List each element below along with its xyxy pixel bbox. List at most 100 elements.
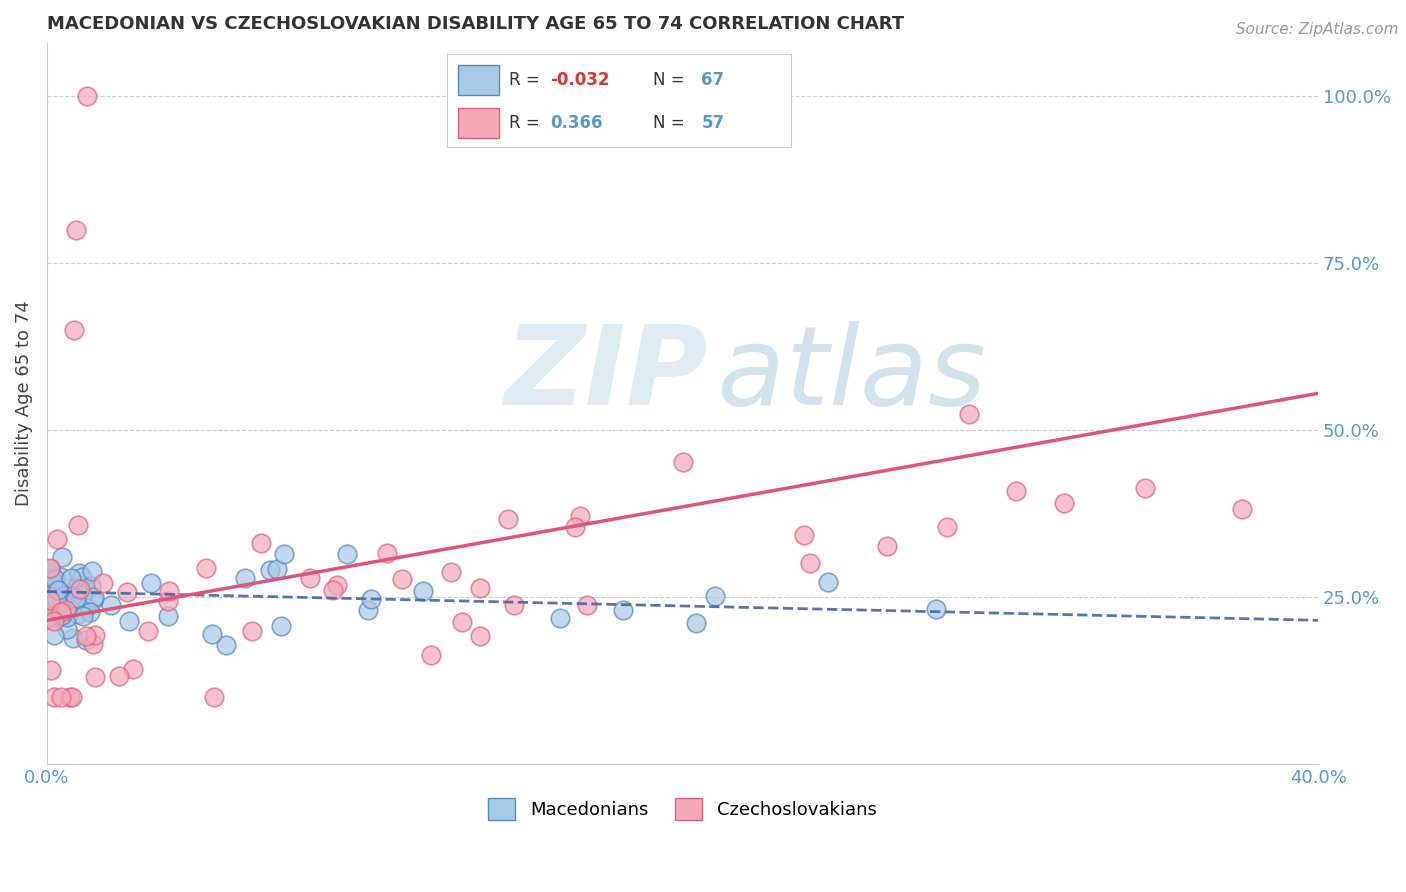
Point	[56, 610, 79, 624]
Point	[39, 574, 62, 589]
Point	[194, 560, 217, 574]
Point	[65, 591, 87, 606]
Point	[139, 576, 162, 591]
Point	[72, 609, 94, 624]
Point	[76, 89, 98, 103]
Point	[360, 592, 382, 607]
Point	[671, 455, 693, 469]
Point	[39, 567, 62, 582]
Point	[45, 582, 67, 596]
Point	[502, 598, 524, 612]
Point	[1133, 481, 1156, 495]
Point	[1005, 484, 1028, 499]
Point	[83, 628, 105, 642]
Point	[44, 572, 66, 586]
Point	[685, 616, 707, 631]
Point	[62, 631, 84, 645]
Point	[41, 663, 63, 677]
Point	[391, 572, 413, 586]
Point	[45, 532, 67, 546]
Point	[55, 622, 77, 636]
Point	[75, 601, 97, 615]
Point	[66, 607, 89, 621]
Point	[202, 690, 225, 704]
Point	[45, 584, 67, 599]
Point	[1232, 502, 1254, 516]
Point	[66, 582, 89, 596]
Point	[420, 648, 443, 663]
Point	[564, 519, 586, 533]
Point	[39, 561, 62, 575]
Point	[115, 585, 138, 599]
Point	[49, 608, 72, 623]
Point	[44, 690, 66, 704]
Point	[41, 575, 63, 590]
Point	[91, 576, 114, 591]
Point	[51, 605, 73, 619]
Point	[63, 323, 86, 337]
Point	[60, 690, 83, 704]
Point	[957, 407, 980, 421]
Point	[45, 599, 67, 614]
Point	[440, 565, 463, 579]
Point	[242, 624, 264, 639]
Point	[46, 583, 69, 598]
Point	[76, 629, 98, 643]
Point	[80, 579, 103, 593]
Point	[157, 584, 180, 599]
Point	[51, 549, 73, 564]
Point	[39, 592, 62, 607]
Point	[266, 561, 288, 575]
Point	[84, 670, 107, 684]
Point	[375, 546, 398, 560]
Point	[322, 583, 344, 598]
Point	[876, 539, 898, 553]
Point	[79, 605, 101, 619]
Point	[51, 608, 73, 623]
Point	[39, 562, 62, 576]
Point	[936, 520, 959, 534]
Point	[270, 619, 292, 633]
Point	[100, 598, 122, 612]
Point	[51, 595, 73, 609]
Point	[49, 590, 72, 604]
Point	[156, 593, 179, 607]
Point	[82, 593, 104, 607]
Point	[60, 571, 83, 585]
Point	[201, 627, 224, 641]
Point	[799, 556, 821, 570]
Point	[82, 564, 104, 578]
Point	[72, 578, 94, 592]
Point	[233, 571, 256, 585]
Point	[793, 527, 815, 541]
Point	[108, 669, 131, 683]
Point	[925, 602, 948, 616]
Point	[45, 592, 67, 607]
Point	[157, 609, 180, 624]
Point	[39, 588, 62, 602]
Text: MACEDONIAN VS CZECHOSLOVAKIAN DISABILITY AGE 65 TO 74 CORRELATION CHART: MACEDONIAN VS CZECHOSLOVAKIAN DISABILITY…	[46, 15, 904, 33]
Point	[72, 570, 94, 584]
Point	[55, 603, 77, 617]
Point	[48, 603, 70, 617]
Point	[612, 603, 634, 617]
Point	[298, 572, 321, 586]
Point	[51, 570, 73, 584]
Point	[83, 591, 105, 605]
Point	[82, 637, 104, 651]
Point	[326, 578, 349, 592]
Point	[70, 588, 93, 602]
Point	[215, 638, 238, 652]
Point	[39, 565, 62, 579]
Point	[817, 575, 839, 590]
Point	[704, 589, 727, 603]
Point	[259, 563, 281, 577]
Text: atlas: atlas	[505, 321, 986, 428]
Point	[250, 535, 273, 549]
Legend: Macedonians, Czechoslovakians: Macedonians, Czechoslovakians	[481, 790, 884, 827]
Point	[39, 570, 62, 584]
Point	[122, 662, 145, 676]
Point	[118, 614, 141, 628]
Point	[569, 509, 592, 524]
Point	[1053, 496, 1076, 510]
